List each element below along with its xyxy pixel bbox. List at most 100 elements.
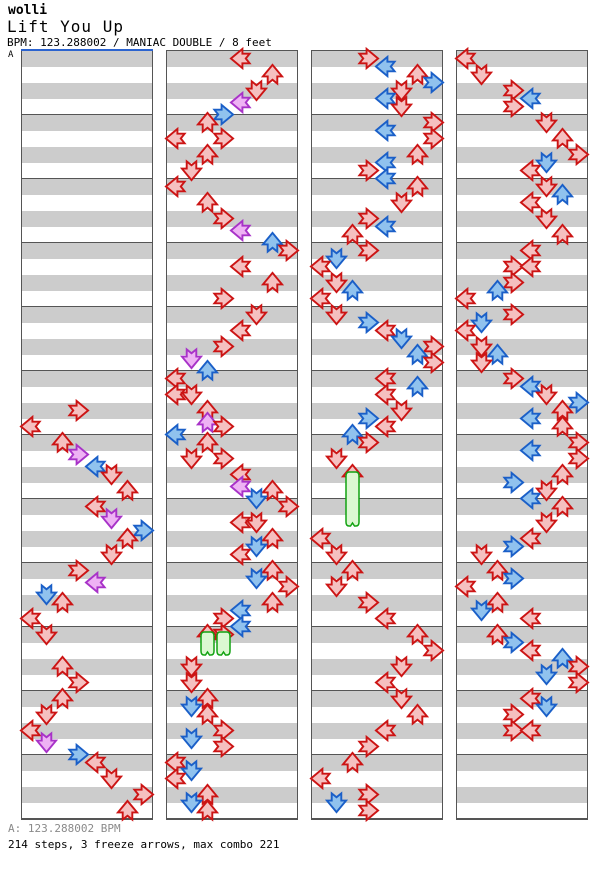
arrow-down-icon <box>534 150 558 174</box>
arrow-down-icon <box>534 478 558 502</box>
arrow-left-icon <box>519 686 542 710</box>
arrow-right-icon <box>422 126 445 150</box>
arrow-up-icon <box>551 494 575 518</box>
arrow-left-icon <box>19 718 42 742</box>
arrow-up-icon <box>486 558 510 582</box>
arrow-right-icon <box>567 446 590 470</box>
arrow-right-icon <box>502 94 525 118</box>
arrow-left-icon <box>374 318 397 342</box>
arrow-down-icon <box>179 726 203 750</box>
arrow-up-icon <box>261 62 285 86</box>
arrow-down-icon <box>324 246 348 270</box>
arrow-right-icon <box>212 446 235 470</box>
arrow-down-icon <box>324 270 348 294</box>
arrow-down-icon <box>244 510 268 534</box>
arrow-down-icon <box>324 542 348 566</box>
arrow-down-icon <box>179 346 203 370</box>
arrow-right-icon <box>277 494 300 518</box>
arrow-left-icon <box>454 574 477 598</box>
arrow-up-icon <box>116 478 140 502</box>
arrow-left-icon <box>164 174 187 198</box>
arrow-left-icon <box>309 526 332 550</box>
arrow-left-icon <box>374 382 397 406</box>
arrow-right-icon <box>357 798 380 822</box>
arrow-right-icon <box>132 782 155 806</box>
bpm-marker-label: A <box>8 50 14 60</box>
arrow-up-icon <box>551 462 575 486</box>
arrow-left-icon <box>374 414 397 438</box>
artist-name: wolli <box>8 3 48 18</box>
arrow-left-icon <box>229 542 252 566</box>
arrow-down-icon <box>324 446 348 470</box>
arrow-left-icon <box>164 766 187 790</box>
arrow-right-icon <box>357 206 380 230</box>
arrow-down-icon <box>469 542 493 566</box>
arrow-left-icon <box>519 158 542 182</box>
arrow-left-icon <box>19 606 42 630</box>
arrow-right-icon <box>212 206 235 230</box>
arrow-down-icon <box>534 510 558 534</box>
freeze-arrow-body <box>345 471 360 531</box>
arrow-down-icon <box>179 446 203 470</box>
arrow-right-icon <box>357 238 380 262</box>
arrow-right-icon <box>67 670 90 694</box>
arrow-down-icon <box>534 382 558 406</box>
arrow-right-icon <box>212 414 235 438</box>
arrow-left-icon <box>229 254 252 278</box>
arrow-left-icon <box>519 374 542 398</box>
chart-panel-1 <box>19 49 155 822</box>
arrow-left-icon <box>519 406 542 430</box>
arrow-left-icon <box>164 126 187 150</box>
arrow-down-icon <box>534 662 558 686</box>
arrow-down-icon <box>244 486 268 510</box>
arrow-up-icon <box>261 558 285 582</box>
arrow-right-icon <box>422 638 445 662</box>
arrow-up-icon <box>406 622 430 646</box>
arrow-left-icon <box>84 750 107 774</box>
arrow-right-icon <box>357 406 380 430</box>
arrow-down-icon <box>389 398 413 422</box>
arrow-up-icon <box>116 798 140 822</box>
arrow-left-icon <box>374 166 397 190</box>
arrow-right-icon <box>502 366 525 390</box>
arrow-up-icon <box>486 278 510 302</box>
arrow-right-icon <box>422 350 445 374</box>
arrow-up-icon <box>341 558 365 582</box>
arrow-up-icon <box>196 798 220 822</box>
arrow-left-icon <box>519 438 542 462</box>
arrow-down-icon <box>389 190 413 214</box>
freeze-arrow-body <box>200 631 215 660</box>
arrow-left-icon <box>519 606 542 630</box>
arrow-left-icon <box>374 86 397 110</box>
arrow-down-icon <box>34 702 58 726</box>
arrow-down-icon <box>389 686 413 710</box>
arrow-right-icon <box>277 574 300 598</box>
arrow-down-icon <box>469 334 493 358</box>
arrow-up-icon <box>341 750 365 774</box>
arrow-up-icon <box>551 182 575 206</box>
arrow-down-icon <box>179 758 203 782</box>
arrow-up-icon <box>551 126 575 150</box>
song-title: Lift You Up <box>7 17 124 36</box>
arrow-right-icon <box>567 670 590 694</box>
arrow-down-icon <box>179 694 203 718</box>
arrow-right-icon <box>502 630 525 654</box>
arrow-left-icon <box>374 54 397 78</box>
arrow-down-icon <box>469 62 493 86</box>
arrow-up-icon <box>406 142 430 166</box>
arrow-up-icon <box>196 358 220 382</box>
arrow-up-icon <box>551 414 575 438</box>
arrow-up-icon <box>341 278 365 302</box>
arrow-up-icon <box>341 222 365 246</box>
arrow-up-icon <box>341 422 365 446</box>
arrow-right-icon <box>502 270 525 294</box>
chart-panel-3 <box>309 46 445 822</box>
arrow-right-icon <box>212 734 235 758</box>
arrow-up-icon <box>261 590 285 614</box>
arrow-left-icon <box>454 318 477 342</box>
arrow-right-icon <box>357 430 380 454</box>
arrow-down-icon <box>99 766 123 790</box>
arrow-right-icon <box>357 46 380 70</box>
arrow-up-icon <box>51 654 75 678</box>
arrow-right-icon <box>357 734 380 758</box>
